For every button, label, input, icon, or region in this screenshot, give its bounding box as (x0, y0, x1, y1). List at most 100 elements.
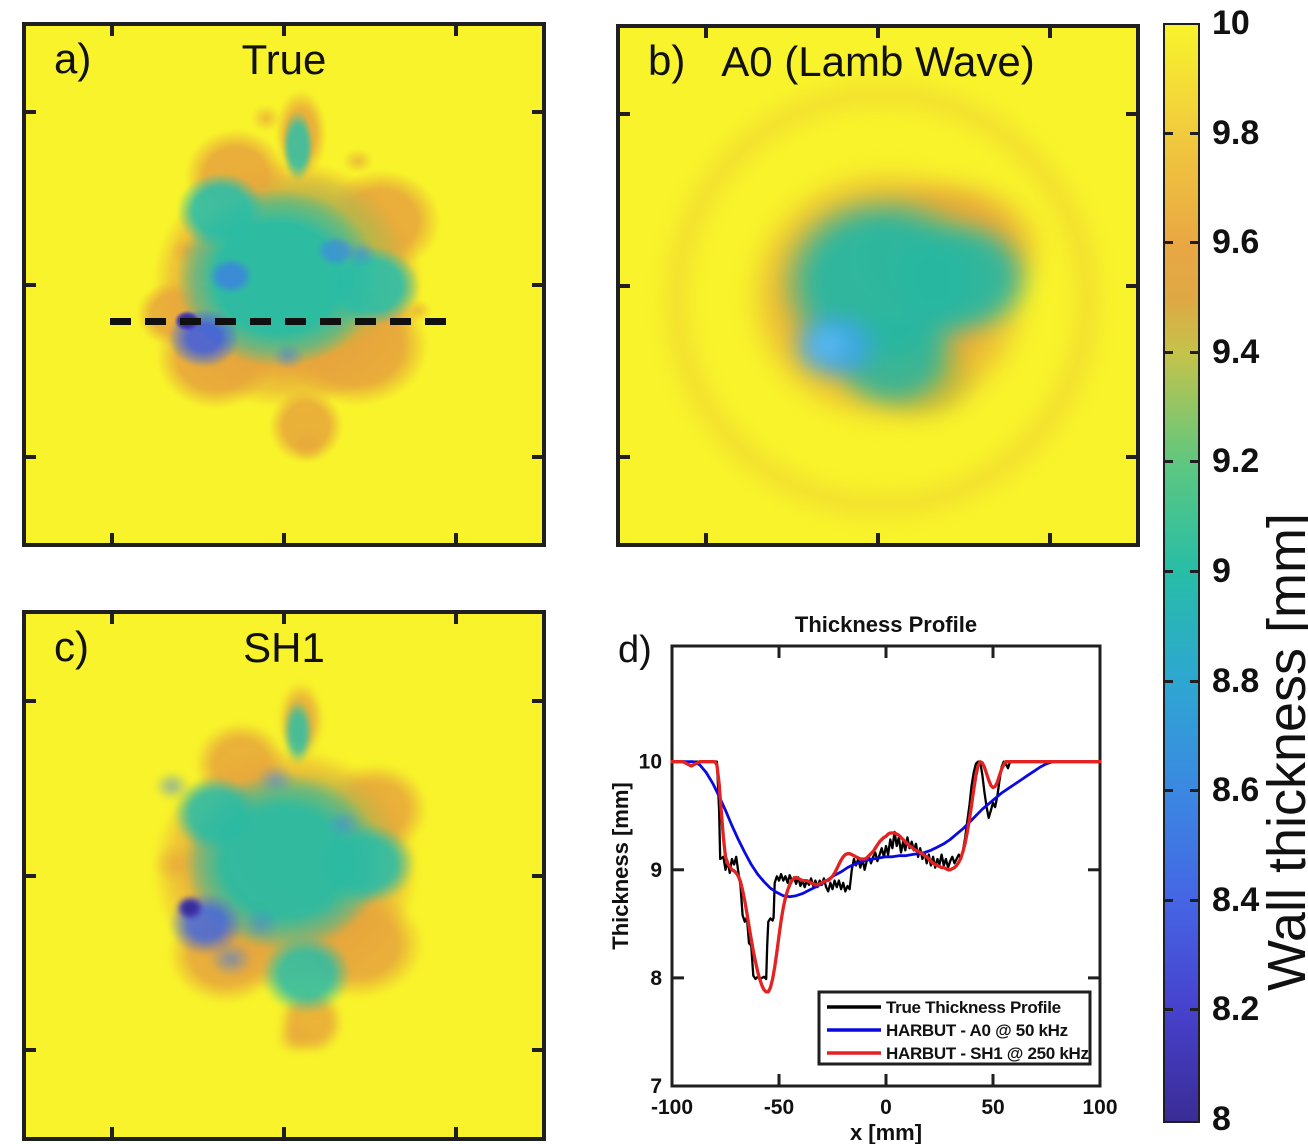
axis-tick (26, 1047, 36, 1052)
corrosion-patch-a0 (620, 28, 1136, 543)
colorbar-tick (1190, 1008, 1198, 1012)
panel-c-sh1-map: c) SH1 (22, 610, 546, 1141)
axis-tick (532, 1047, 542, 1052)
axis-tick (1048, 28, 1052, 38)
axis-tick (532, 282, 542, 287)
panel-b-a0-map: b) A0 (Lamb Wave) (616, 24, 1140, 547)
colorbar-tick-label: 9.4 (1212, 332, 1260, 371)
axis-tick (110, 614, 114, 624)
axis-tick (454, 614, 458, 624)
axis-tick (704, 28, 708, 38)
panel-a-title: True (241, 36, 327, 83)
colorbar-tick-label: 8.4 (1212, 880, 1260, 919)
axis-tick (620, 455, 630, 460)
y-tick-label: 9 (650, 859, 662, 882)
colorbar-tick (1165, 789, 1173, 793)
profile-location-dashed-line (110, 318, 458, 325)
x-axis-label: x [mm] (850, 1120, 922, 1144)
series-1-line (670, 760, 1102, 981)
x-tick-label: 100 (1082, 1096, 1117, 1119)
y-tick-label: 8 (650, 967, 662, 990)
colorbar-tick (1190, 460, 1198, 464)
axis-tick (26, 699, 36, 704)
axis-tick (532, 699, 542, 704)
x-tick-label: 50 (981, 1096, 1004, 1119)
y-tick-label: 10 (639, 751, 662, 774)
axis-tick (26, 282, 36, 287)
panel-d-letter: d) (618, 629, 652, 671)
colorbar-tick-label: 9.8 (1212, 113, 1260, 152)
x-tick-label: -50 (764, 1096, 794, 1119)
axis-tick (110, 26, 114, 36)
y-axis-label: Thickness [mm] (608, 782, 633, 950)
series-2-line (670, 760, 1102, 899)
axis-tick (282, 26, 286, 36)
colorbar-tick-label: 10 (1212, 4, 1250, 42)
axis-tick (26, 454, 36, 459)
axis-tick (1126, 111, 1136, 116)
colorbar-tick (1165, 570, 1173, 573)
axis-tick (110, 533, 114, 543)
axis-tick (876, 533, 880, 543)
colorbar-tick-label: 9.2 (1212, 442, 1260, 481)
axis-tick (620, 111, 630, 116)
axis-tick (532, 110, 542, 115)
axis-tick (454, 26, 458, 36)
axis-tick (1126, 455, 1136, 460)
colorbar-tick (1190, 350, 1198, 354)
colorbar-tick (1190, 131, 1198, 135)
axis-tick (532, 454, 542, 459)
colorbar (1163, 23, 1200, 1123)
panel-a-true-map: a) True (22, 22, 546, 547)
colorbar-tick-label: 8.6 (1212, 771, 1260, 810)
axis-tick (26, 110, 36, 115)
colorbar-tick (1165, 131, 1173, 135)
colorbar-tick (1165, 350, 1173, 354)
legend-entry-label: HARBUT - SH1 @ 250 kHz (886, 1044, 1089, 1063)
series-3-line (670, 760, 1102, 994)
panel-c-title: SH1 (243, 624, 325, 671)
panel-b-title: A0 (Lamb Wave) (721, 38, 1035, 85)
colorbar-tick (1165, 460, 1173, 464)
panel-a-letter: a) (54, 35, 92, 82)
colorbar-tick (1165, 241, 1173, 245)
colorbar-tick (1190, 898, 1198, 902)
x-tick-label: -100 (651, 1096, 693, 1119)
colorbar-tick (1190, 570, 1198, 573)
colorbar-tick (1190, 241, 1198, 245)
colorbar-tick-label: 8 (1212, 1100, 1231, 1138)
axis-tick (620, 283, 630, 288)
y-tick-label: 7 (650, 1075, 662, 1098)
colorbar-tick (1190, 789, 1198, 793)
axis-tick (282, 1127, 286, 1137)
colorbar-tick (1165, 898, 1173, 902)
axis-tick (282, 533, 286, 543)
axis-tick (282, 614, 286, 624)
colorbar-tick-label: 8.8 (1212, 661, 1260, 700)
panel-b-letter: b) (648, 37, 686, 84)
legend-entry-label: HARBUT - A0 @ 50 kHz (886, 1021, 1068, 1040)
panel-c-letter: c) (54, 623, 89, 670)
x-tick-label: 0 (880, 1096, 892, 1119)
colorbar-tick (1165, 679, 1173, 683)
axis-tick (1126, 283, 1136, 288)
panel-d-thickness-profile-plot: -100 -50 0 50 100 7 8 9 10 Thickness Profile x [mm… (608, 612, 1118, 1144)
colorbar-axis-label: Wall thickness [mm] (1257, 512, 1308, 992)
axis-tick (876, 28, 880, 38)
plot-title: Thickness Profile (795, 612, 977, 637)
legend-entry-label: True Thickness Profile (886, 998, 1061, 1017)
colorbar-tick-label: 9.6 (1212, 223, 1260, 262)
corrosion-patch-true (26, 26, 542, 543)
axis-tick (532, 873, 542, 878)
colorbar-tick (1190, 679, 1198, 683)
axis-tick (110, 1127, 114, 1137)
axis-tick (454, 533, 458, 543)
axis-tick (26, 873, 36, 878)
colorbar-tick-label: 9 (1212, 552, 1231, 590)
corrosion-patch-sh1 (26, 614, 542, 1137)
colorbar-tick-label: 8.2 (1212, 990, 1260, 1029)
axis-tick (454, 1127, 458, 1137)
colorbar-tick (1165, 1008, 1173, 1012)
axis-tick (704, 533, 708, 543)
